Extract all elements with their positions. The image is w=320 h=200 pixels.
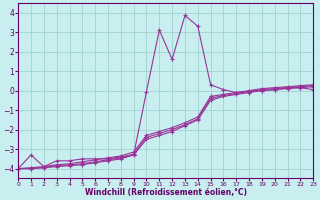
X-axis label: Windchill (Refroidissement éolien,°C): Windchill (Refroidissement éolien,°C) [85,188,247,197]
